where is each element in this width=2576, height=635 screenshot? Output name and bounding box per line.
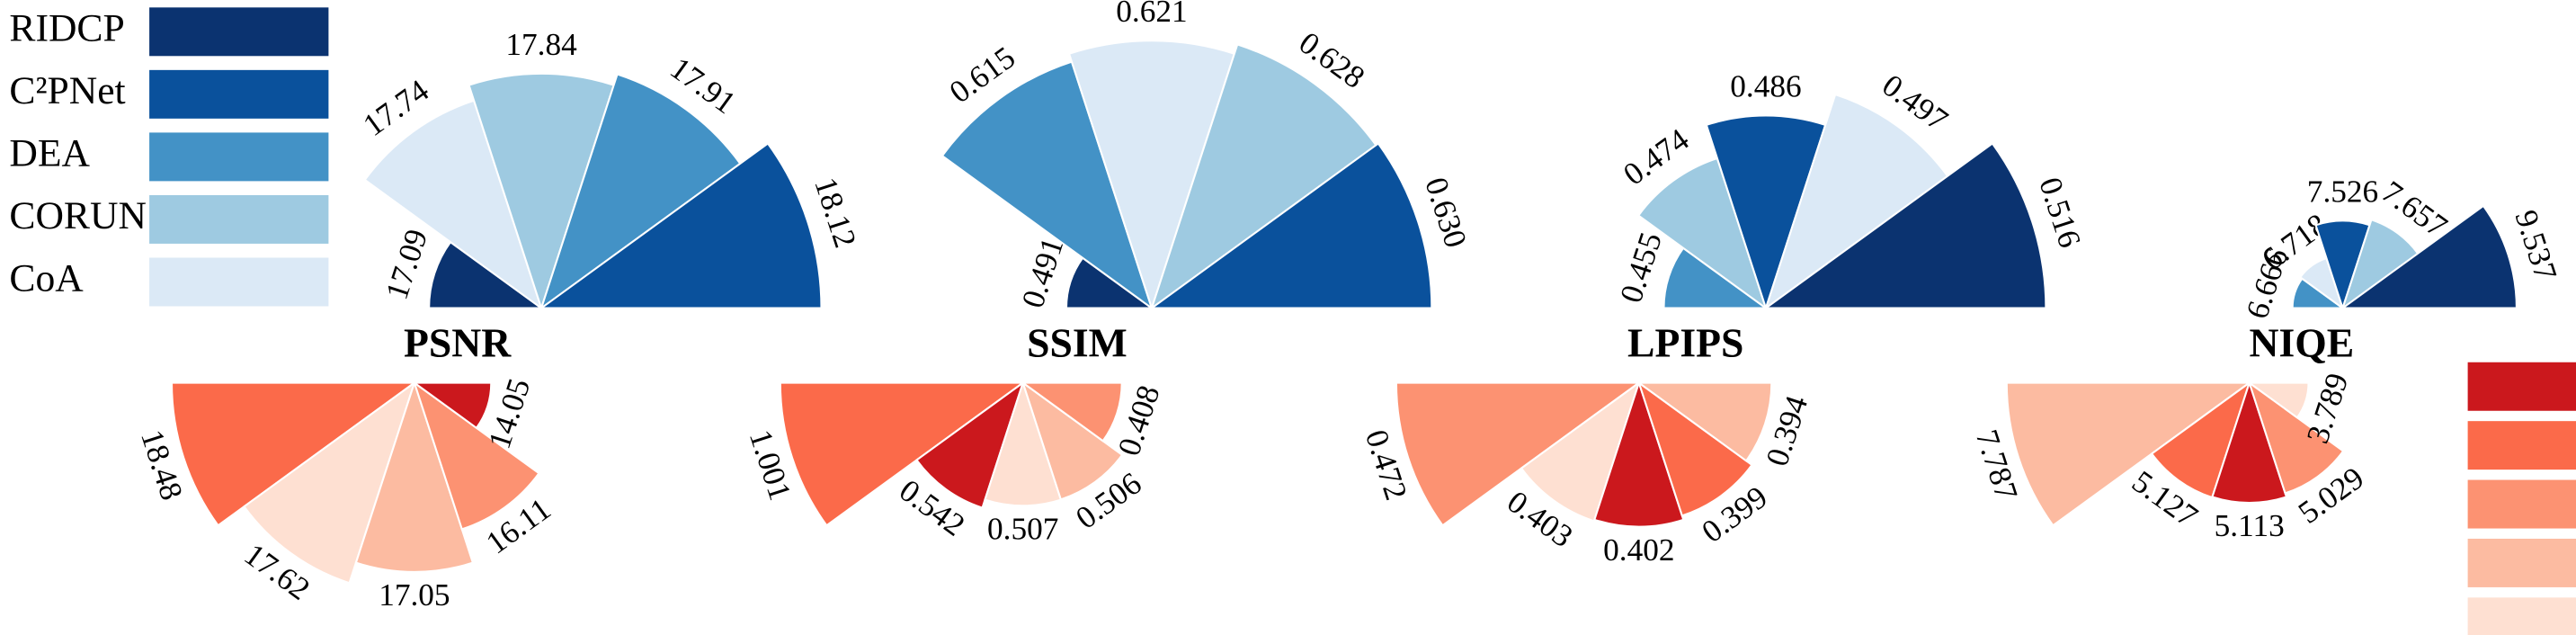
value-label: 0.630 xyxy=(1418,174,1474,253)
value-label: 17.09 xyxy=(379,225,435,304)
wedge xyxy=(539,73,742,311)
legend-swatch xyxy=(2467,479,2576,529)
value-label: 3.789 xyxy=(2300,369,2356,448)
legend-swatch xyxy=(2467,421,2576,470)
wedge xyxy=(779,381,1026,527)
wedge xyxy=(1149,43,1377,311)
value-label: 17.84 xyxy=(505,27,577,62)
wedge xyxy=(2247,380,2345,495)
wedge xyxy=(2150,380,2251,499)
wedge xyxy=(170,381,418,527)
wedge xyxy=(243,380,416,585)
value-label: 17.05 xyxy=(379,577,450,613)
legend-label: CORUN xyxy=(9,194,147,237)
wedge xyxy=(2005,381,2252,527)
legend-label: DEA xyxy=(9,131,90,174)
wedge xyxy=(1662,246,1769,309)
chart-title: LPIPS xyxy=(1627,320,1743,366)
legend-label: C²PNet xyxy=(9,69,125,112)
wedge xyxy=(1067,40,1236,311)
legend-swatch xyxy=(149,194,329,244)
wedge xyxy=(2246,381,2310,419)
legend-label: RIDCP xyxy=(9,6,124,49)
wedge xyxy=(984,380,1063,507)
wedge xyxy=(411,381,493,430)
wedge xyxy=(1593,380,1685,528)
stage: 17.0917.7417.8417.9118.12PSNR0.4910.6150… xyxy=(9,0,2576,635)
value-label: 18.12 xyxy=(807,174,863,253)
value-label: 0.455 xyxy=(1613,228,1669,308)
legend-swatch xyxy=(2467,597,2576,635)
value-label: 5.113 xyxy=(2215,508,2285,543)
wedge xyxy=(538,142,823,309)
value-label: 0.516 xyxy=(2032,174,2088,253)
wedge xyxy=(1020,381,1123,443)
legend-swatch xyxy=(149,257,329,307)
value-label: 7.526 xyxy=(2307,174,2378,210)
chart-title: NIQE xyxy=(2249,320,2354,366)
wedge xyxy=(2340,204,2518,309)
wedge xyxy=(428,240,545,309)
wedge xyxy=(1520,380,1641,523)
value-label: 0.621 xyxy=(1116,0,1187,29)
chart-title: PSNR xyxy=(404,320,512,366)
wedge xyxy=(915,380,1025,509)
chart-title: SSIM xyxy=(1027,320,1128,366)
wedge xyxy=(363,99,544,311)
legend-swatch xyxy=(149,132,329,182)
wedge xyxy=(412,380,540,531)
legend-swatch xyxy=(2467,538,2576,587)
value-label: 0.486 xyxy=(1730,68,1801,103)
legend-label: CoA xyxy=(9,256,84,300)
value-label: 9.537 xyxy=(2509,206,2564,285)
wedge xyxy=(1762,142,2047,309)
wedge xyxy=(940,60,1154,311)
wedge xyxy=(468,72,615,311)
wedge xyxy=(1636,157,1768,311)
value-label: 0.507 xyxy=(987,511,1058,546)
wedge xyxy=(1148,142,1433,309)
wedge xyxy=(1636,380,1753,517)
wedge xyxy=(354,380,475,573)
wedge xyxy=(1021,380,1124,501)
legend-swatch xyxy=(2467,362,2576,411)
value-label: 0.402 xyxy=(1603,532,1674,568)
wedge xyxy=(1636,381,1773,462)
wedge xyxy=(2211,380,2288,504)
legend-swatch xyxy=(149,7,329,57)
value-label: 0.491 xyxy=(1015,233,1071,312)
legend-swatch xyxy=(149,69,329,119)
wedge xyxy=(1395,381,1643,527)
wedge xyxy=(1764,93,1949,311)
wedge xyxy=(1705,114,1827,311)
